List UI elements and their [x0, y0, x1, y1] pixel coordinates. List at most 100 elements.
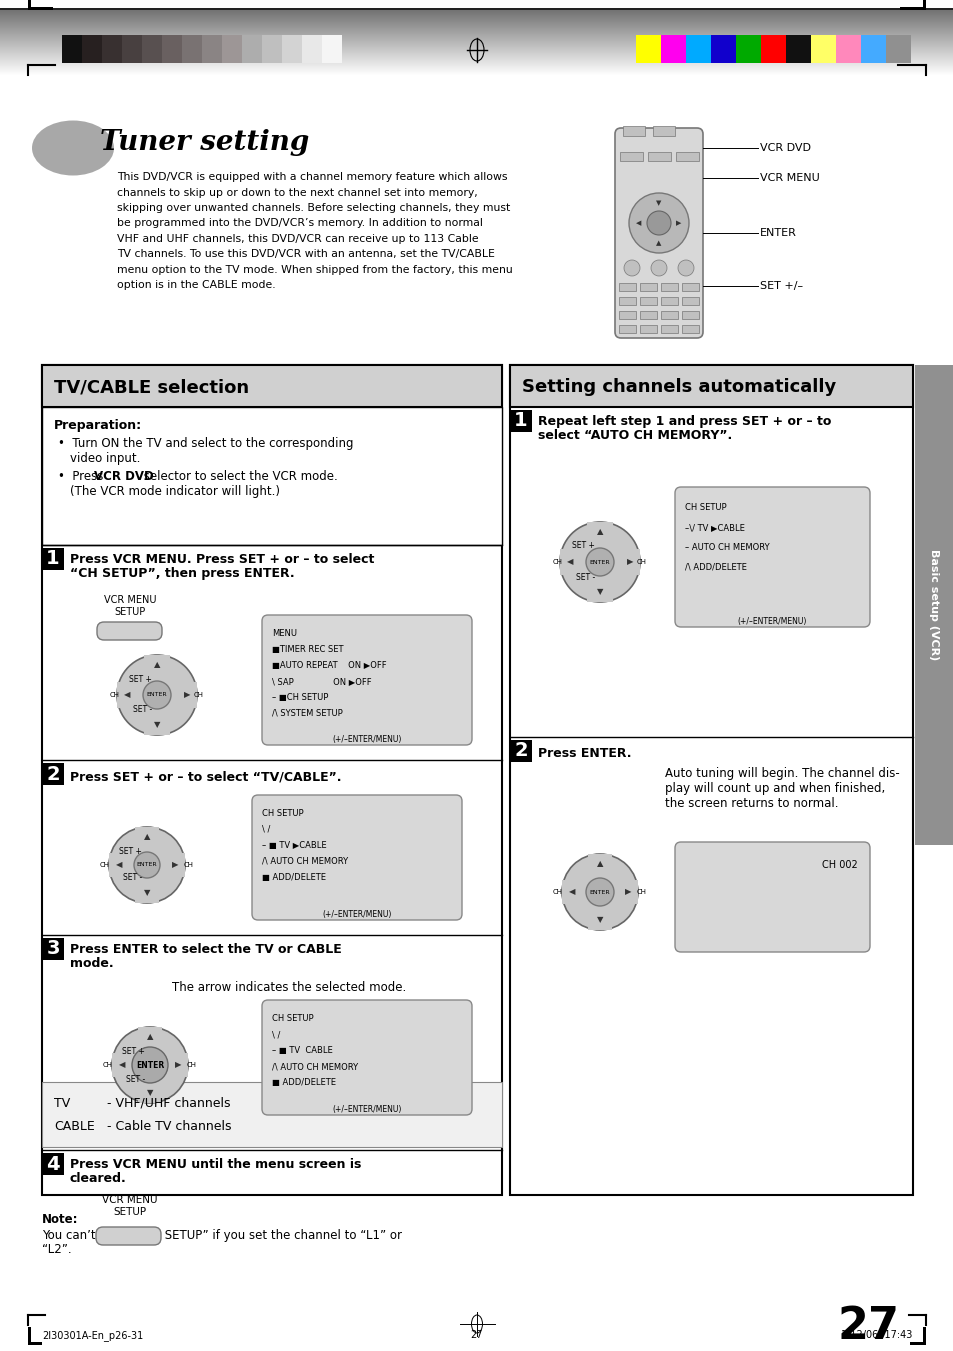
Text: – ■CH SETUP: – ■CH SETUP	[272, 693, 328, 703]
Bar	[182, 35, 202, 63]
Bar	[923, 1327, 925, 1346]
Bar	[639, 311, 657, 319]
Text: “L2”.: “L2”.	[42, 1243, 71, 1256]
Text: \ /: \ /	[262, 825, 270, 834]
Bar	[681, 297, 699, 305]
Circle shape	[109, 827, 185, 902]
Text: 1: 1	[46, 550, 60, 569]
Bar	[62, 35, 82, 63]
Circle shape	[112, 1027, 188, 1102]
Text: VCR MENU
SETUP: VCR MENU SETUP	[104, 594, 156, 616]
Text: CH: CH	[553, 889, 562, 894]
Text: ▶: ▶	[624, 888, 631, 897]
Text: ▶: ▶	[174, 1061, 181, 1070]
Text: “CH SETUP”, then press ENTER.: “CH SETUP”, then press ENTER.	[70, 567, 294, 580]
Text: ▶: ▶	[676, 220, 681, 226]
Bar	[322, 35, 341, 63]
Text: 2I30301A-En_p26-31: 2I30301A-En_p26-31	[42, 1329, 143, 1342]
Text: – AUTO CH MEMORY: – AUTO CH MEMORY	[684, 543, 769, 553]
Bar	[639, 282, 657, 290]
Text: This DVD/VCR is equipped with a channel memory feature which allows: This DVD/VCR is equipped with a channel …	[117, 172, 507, 182]
Bar	[914, 365, 953, 844]
Bar	[138, 1027, 162, 1102]
Text: CH: CH	[103, 1062, 112, 1069]
Circle shape	[628, 193, 688, 253]
Bar	[0, 0, 953, 8]
Bar	[122, 35, 142, 63]
Text: ▼: ▼	[144, 889, 150, 897]
Text: 4: 4	[46, 1155, 60, 1174]
Text: –\/ TV ▶CABLE: –\/ TV ▶CABLE	[684, 523, 744, 532]
Text: Press VCR MENU until the menu screen is: Press VCR MENU until the menu screen is	[70, 1158, 361, 1171]
Text: TV/CABLE selection: TV/CABLE selection	[54, 378, 249, 396]
Bar	[652, 126, 675, 136]
Text: ◀: ◀	[118, 1061, 125, 1070]
Bar	[42, 938, 64, 961]
Text: /\ ADD/DELETE: /\ ADD/DELETE	[684, 563, 746, 571]
Text: play will count up and when finished,: play will count up and when finished,	[664, 782, 884, 794]
Text: be programmed into the DVD/VCR’s memory. In addition to normal: be programmed into the DVD/VCR’s memory.…	[117, 219, 482, 228]
Bar	[760, 35, 785, 63]
Text: CH SETUP: CH SETUP	[272, 1015, 314, 1023]
Bar	[282, 35, 302, 63]
Bar	[586, 521, 613, 603]
Bar	[112, 1052, 188, 1077]
Text: VCR MENU
SETUP: VCR MENU SETUP	[102, 1196, 157, 1217]
Bar	[660, 35, 685, 63]
Text: ENTER: ENTER	[135, 1061, 164, 1070]
Text: (+/–ENTER/MENU): (+/–ENTER/MENU)	[332, 735, 401, 744]
Text: ■AUTO REPEAT    ON ▶OFF: ■AUTO REPEAT ON ▶OFF	[272, 661, 386, 670]
Text: The arrow indicates the selected mode.: The arrow indicates the selected mode.	[172, 981, 406, 994]
Text: ▲: ▲	[656, 240, 661, 246]
Text: /\ SYSTEM SETUP: /\ SYSTEM SETUP	[272, 709, 342, 717]
Text: select “AUTO CH MEMORY”.: select “AUTO CH MEMORY”.	[537, 430, 732, 442]
Text: ▲: ▲	[153, 661, 160, 670]
Text: ◀: ◀	[636, 220, 641, 226]
Bar	[909, 1342, 925, 1346]
Text: CABLE: CABLE	[54, 1120, 94, 1133]
Bar	[923, 0, 925, 9]
Text: 2: 2	[46, 765, 60, 784]
Bar	[242, 35, 262, 63]
Bar	[885, 35, 910, 63]
Text: cleared.: cleared.	[70, 1173, 127, 1185]
Text: ◀: ◀	[566, 558, 573, 566]
Text: Press VCR MENU. Press SET + or – to select: Press VCR MENU. Press SET + or – to sele…	[70, 553, 374, 566]
Text: TV channels. To use this DVD/VCR with an antenna, set the TV/CABLE: TV channels. To use this DVD/VCR with an…	[117, 250, 495, 259]
Text: Preparation:: Preparation:	[54, 419, 142, 432]
Text: CH: CH	[110, 692, 120, 698]
Circle shape	[585, 549, 614, 576]
Text: ◀: ◀	[124, 690, 131, 700]
FancyBboxPatch shape	[262, 615, 472, 744]
Text: Note:: Note:	[42, 1213, 78, 1225]
Text: ■ ADD/DELETE: ■ ADD/DELETE	[262, 873, 326, 882]
Bar	[618, 311, 636, 319]
Bar	[0, 76, 953, 120]
Text: SET +: SET +	[572, 542, 595, 550]
Circle shape	[623, 259, 639, 276]
Bar	[144, 655, 170, 735]
Text: •  Turn ON the TV and select to the corresponding: • Turn ON the TV and select to the corre…	[58, 436, 354, 450]
Bar	[42, 549, 64, 570]
Text: 2: 2	[514, 742, 527, 761]
Bar	[42, 1152, 64, 1175]
Circle shape	[133, 852, 160, 878]
Bar	[135, 827, 159, 902]
Text: mode.: mode.	[70, 957, 113, 970]
Bar	[660, 282, 678, 290]
Bar	[42, 763, 64, 785]
Bar	[28, 1342, 42, 1346]
Bar	[42, 365, 501, 407]
Bar	[28, 7, 53, 9]
Bar	[681, 282, 699, 290]
Circle shape	[646, 211, 670, 235]
FancyBboxPatch shape	[97, 621, 162, 640]
FancyBboxPatch shape	[262, 1000, 472, 1115]
Circle shape	[117, 655, 196, 735]
Text: ▲: ▲	[597, 527, 602, 536]
Bar	[899, 7, 925, 9]
Bar	[302, 35, 322, 63]
Text: ■TIMER REC SET: ■TIMER REC SET	[272, 644, 343, 654]
Text: ▼: ▼	[147, 1089, 153, 1097]
Bar	[222, 35, 242, 63]
